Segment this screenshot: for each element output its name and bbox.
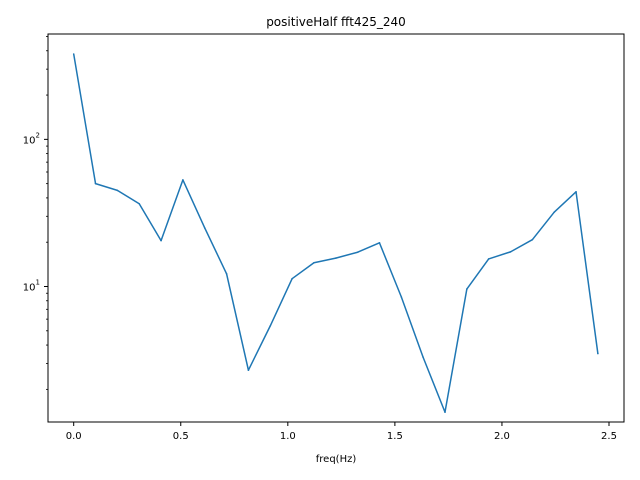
data-point xyxy=(444,411,446,413)
data-point xyxy=(138,202,141,205)
y-tick-label: 101 xyxy=(23,279,40,294)
data-point xyxy=(509,251,512,253)
data-point xyxy=(356,251,359,254)
x-tick-label: 0.0 xyxy=(66,431,82,442)
data-point xyxy=(487,258,490,260)
data-point xyxy=(72,53,75,55)
data-point xyxy=(94,182,97,185)
data-point xyxy=(400,296,403,298)
plot-border xyxy=(47,33,625,423)
data-point xyxy=(160,239,162,242)
data-point xyxy=(313,261,315,264)
chart-title: positiveHalf fft425_240 xyxy=(266,15,406,29)
data-point xyxy=(182,179,184,181)
data-point xyxy=(378,242,381,244)
data-point xyxy=(225,273,228,275)
x-tick-label: 1.5 xyxy=(387,431,403,442)
data-point xyxy=(334,257,337,259)
x-tick-label: 2.5 xyxy=(601,431,617,442)
y-tick-exponent: 1 xyxy=(36,279,40,287)
y-axis: 101 102 xyxy=(23,36,48,390)
data-point xyxy=(597,352,599,355)
data-point xyxy=(203,227,206,229)
x-axis-title: freq(Hz) xyxy=(316,454,357,465)
data-point xyxy=(116,189,119,192)
x-tick-label: 1.0 xyxy=(280,431,296,442)
data-point xyxy=(422,356,424,359)
x-tick-label: 0.5 xyxy=(173,431,189,442)
plot-frame xyxy=(47,33,625,423)
x-axis: 0.0 0.5 1.0 1.5 2.0 2.5 xyxy=(66,422,617,442)
data-point xyxy=(291,277,293,280)
data-point xyxy=(466,288,468,290)
y-tick-exponent: 2 xyxy=(36,131,40,139)
data-point xyxy=(247,369,250,371)
data-point xyxy=(531,238,534,241)
data-point xyxy=(269,325,272,327)
series-line xyxy=(72,53,599,413)
x-tick-label: 2.0 xyxy=(494,431,510,442)
data-point xyxy=(575,191,577,193)
y-tick-label: 102 xyxy=(23,131,40,146)
series-layer xyxy=(72,53,599,413)
data-point xyxy=(553,211,555,213)
